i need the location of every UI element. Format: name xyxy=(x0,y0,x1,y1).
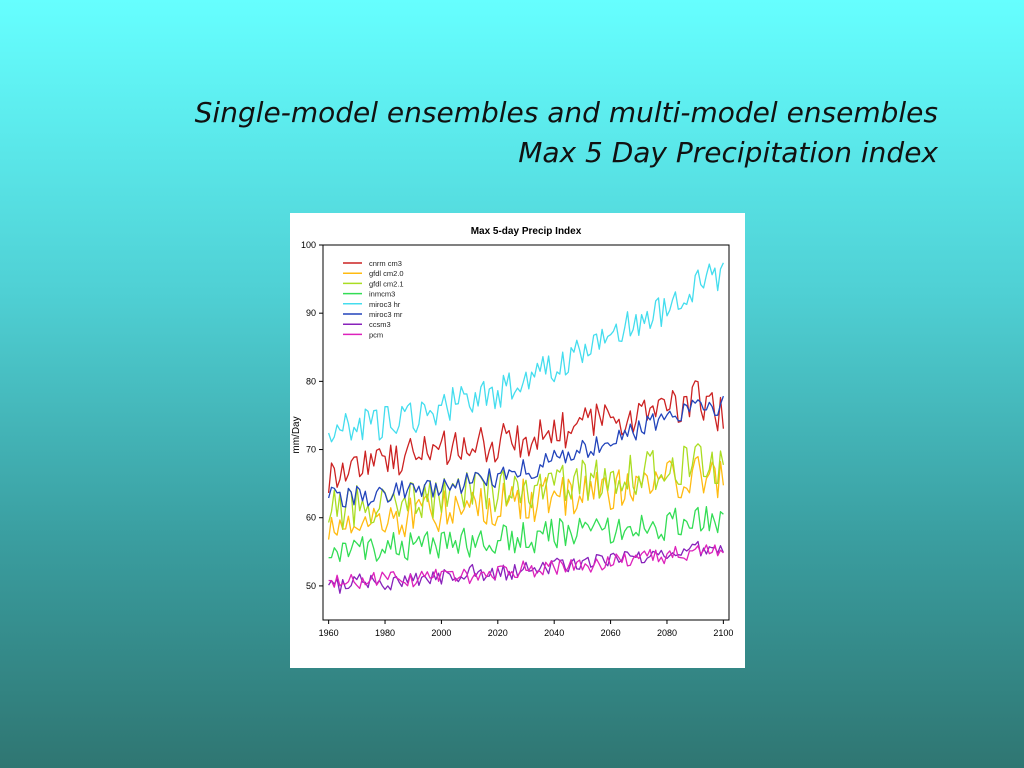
y-axis-label: mm/Day xyxy=(291,416,302,453)
legend-label: cnrm cm3 xyxy=(369,259,402,268)
x-tick-label: 1960 xyxy=(319,628,339,638)
slide-title-line-2: Max 5 Day Precipitation index xyxy=(518,136,938,169)
y-tick-label: 60 xyxy=(306,513,316,523)
y-tick-label: 50 xyxy=(306,581,316,591)
chart-card: Max 5-day Precip Index mm/Day 1960 1980 20… xyxy=(290,213,745,668)
series-line-cnrm-cm3 xyxy=(327,380,725,493)
series-line-gfdl-cm2-1 xyxy=(327,443,725,530)
series-line-pcm xyxy=(328,544,724,590)
slide-title-line-1: Single-model ensembles and multi-model e… xyxy=(194,96,938,129)
series-line-inmcm3 xyxy=(328,505,724,563)
series-layer xyxy=(327,262,725,594)
series-line-gfdl-cm2-0 xyxy=(327,455,725,540)
legend-label: pcm xyxy=(369,330,383,339)
legend-label: inmcm3 xyxy=(369,290,395,299)
series-line-miroc3-hr xyxy=(327,262,724,443)
x-tick-label: 1980 xyxy=(375,628,395,638)
series-line-ccsm3 xyxy=(328,540,724,594)
y-tick-label: 90 xyxy=(306,308,316,318)
y-tick-label: 70 xyxy=(306,445,316,455)
chart-title: Max 5-day Precip Index xyxy=(471,226,582,237)
y-tick-label: 80 xyxy=(306,376,316,386)
x-tick-label: 2100 xyxy=(713,628,733,638)
x-tick-label: 2080 xyxy=(657,628,677,638)
plot-frame xyxy=(322,244,730,621)
legend-label: miroc3 hr xyxy=(369,300,401,309)
legend-label: gfdl cm2.0 xyxy=(369,269,404,278)
legend-label: miroc3 mr xyxy=(369,310,403,319)
precip-line-chart: Max 5-day Precip Index mm/Day 1960 1980 20… xyxy=(291,226,733,638)
legend-label: ccsm3 xyxy=(369,320,391,329)
legend-label: gfdl cm2.1 xyxy=(369,279,404,288)
series-line-miroc3-mr xyxy=(327,395,725,508)
y-axis: 50 60 70 80 90 100 xyxy=(301,240,323,591)
x-tick-label: 2060 xyxy=(601,628,621,638)
x-tick-label: 2020 xyxy=(488,628,508,638)
x-tick-label: 2040 xyxy=(544,628,564,638)
y-tick-label: 100 xyxy=(301,240,316,250)
x-axis: 1960 1980 2000 2020 2040 2060 2080 2100 xyxy=(319,620,733,638)
slide-title: Single-model ensembles and multi-model e… xyxy=(80,93,938,173)
x-tick-label: 2000 xyxy=(431,628,451,638)
